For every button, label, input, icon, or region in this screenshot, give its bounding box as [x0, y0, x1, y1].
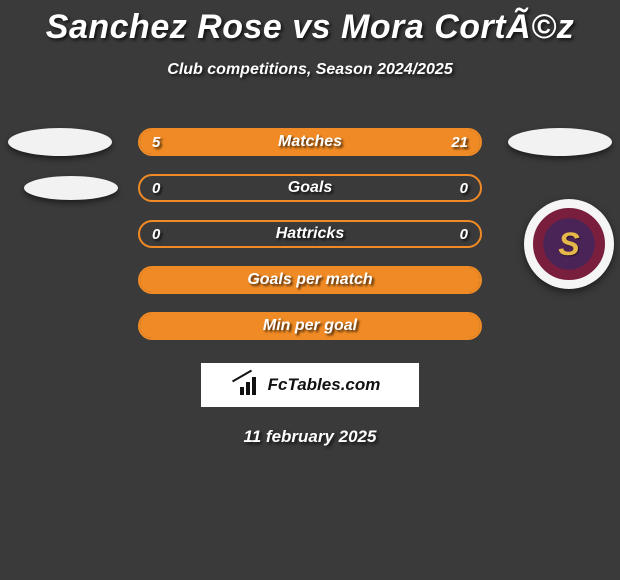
date-label: 11 february 2025	[0, 427, 620, 447]
player-left-ellipse	[24, 176, 118, 200]
stat-value-right: 0	[460, 222, 468, 246]
stat-label: Goals	[140, 176, 480, 200]
stat-bar: 521Matches	[138, 128, 482, 156]
bar-fill-left	[140, 268, 480, 292]
stat-value-left: 5	[152, 130, 160, 154]
stat-row: Goals per match	[0, 257, 620, 303]
stat-row: 0 0Goals	[0, 165, 620, 211]
bar-fill-right	[205, 130, 480, 154]
stat-value-left: 0	[152, 222, 160, 246]
stat-value-right: 0	[460, 176, 468, 200]
stat-bar: Min per goal	[138, 312, 482, 340]
stat-row: Min per goal	[0, 303, 620, 349]
comparison-infographic: Sanchez Rose vs Mora CortÃ©z Club compet…	[0, 0, 620, 580]
stat-value-right: 21	[451, 130, 468, 154]
brand-text: FcTables.com	[268, 375, 381, 395]
bar-fill-left	[140, 130, 205, 154]
player-left-ellipse	[8, 128, 112, 156]
stat-bar: 0 0Goals	[138, 174, 482, 202]
page-title: Sanchez Rose vs Mora CortÃ©z	[0, 0, 620, 47]
stat-value-left: 0	[152, 176, 160, 200]
brand-chart-icon	[240, 375, 262, 395]
player-right-ellipse	[508, 128, 612, 156]
stat-label: Hattricks	[140, 222, 480, 246]
page-subtitle: Club competitions, Season 2024/2025	[0, 61, 620, 79]
stat-row: 521Matches	[0, 119, 620, 165]
stat-bar: 0 0Hattricks	[138, 220, 482, 248]
stat-bar: Goals per match	[138, 266, 482, 294]
stat-row: S00Hattricks	[0, 211, 620, 257]
bar-fill-left	[140, 314, 480, 338]
brand-box: FcTables.com	[201, 363, 419, 407]
stat-rows: 521Matches00GoalsS00HattricksGoals per m…	[0, 119, 620, 349]
